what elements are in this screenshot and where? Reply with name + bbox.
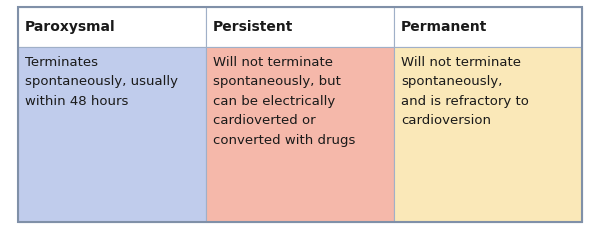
Bar bbox=[206, 7, 394, 47]
Text: Paroxysmal: Paroxysmal bbox=[25, 20, 116, 34]
Text: Terminates
spontaneously, usually
within 48 hours: Terminates spontaneously, usually within… bbox=[25, 56, 178, 108]
Bar bbox=[394, 47, 582, 222]
Bar bbox=[394, 7, 582, 47]
Bar bbox=[18, 7, 206, 47]
Text: Will not terminate
spontaneously,
and is refractory to
cardioversion: Will not terminate spontaneously, and is… bbox=[401, 56, 529, 127]
Text: Permanent: Permanent bbox=[401, 20, 488, 34]
Text: Will not terminate
spontaneously, but
can be electrically
cardioverted or
conver: Will not terminate spontaneously, but ca… bbox=[213, 56, 356, 147]
Bar bbox=[18, 47, 206, 222]
Bar bbox=[206, 47, 394, 222]
Text: Persistent: Persistent bbox=[213, 20, 293, 34]
